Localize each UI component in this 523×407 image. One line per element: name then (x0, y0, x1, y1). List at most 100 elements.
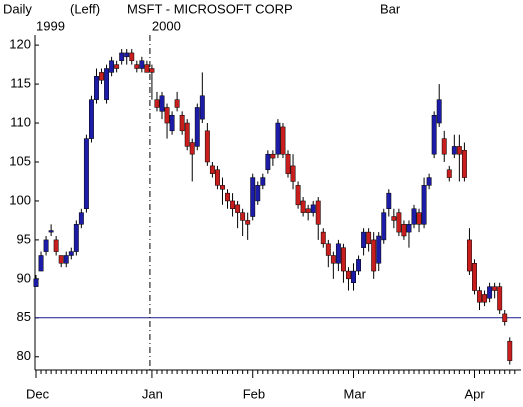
candle-body (340, 247, 346, 272)
candle-body (295, 185, 301, 206)
candle-body (199, 95, 205, 120)
candle-body (406, 224, 412, 233)
candle-body (477, 290, 482, 303)
candle-body (351, 270, 356, 283)
style-label: Bar (380, 1, 401, 16)
candle-body (421, 185, 427, 225)
candle-body (119, 52, 125, 61)
x-tick-label: Apr (464, 386, 485, 401)
candle-body (441, 138, 447, 155)
candle-body (386, 192, 392, 209)
y-tick-label: 90 (17, 270, 31, 285)
candle-body (235, 204, 241, 213)
candle-body (255, 185, 261, 202)
candle-body (88, 99, 94, 139)
y-tick-label: 105 (9, 153, 31, 168)
candle-body (225, 192, 230, 202)
year-label: 1999 (36, 18, 65, 33)
candle-body (63, 255, 69, 264)
candle-body (220, 185, 225, 190)
candle-body (300, 200, 306, 213)
x-tick-label: Jan (142, 386, 163, 401)
candle-body (315, 200, 321, 225)
candle-body (209, 165, 215, 174)
y-tick-label: 110 (10, 114, 31, 129)
candle-body (99, 72, 104, 81)
y-tick-label: 80 (17, 348, 31, 363)
candle-body (179, 114, 185, 132)
candle-body (48, 230, 54, 233)
candle-body (109, 60, 115, 73)
candle-body (381, 212, 387, 241)
candle-body (426, 177, 432, 186)
candle-body (436, 99, 442, 124)
candle-body (174, 99, 180, 108)
candle-body (265, 153, 271, 171)
candle-body (396, 212, 402, 233)
candle-body (376, 235, 382, 264)
candle-body (270, 153, 276, 159)
candle-body (507, 340, 513, 361)
candle-body (371, 239, 377, 272)
candle-body (487, 286, 493, 299)
x-tick-label: Mar (344, 386, 367, 401)
candle-body (214, 169, 220, 186)
candle-body (154, 99, 160, 108)
candle-body (401, 224, 407, 237)
candle-body (356, 259, 362, 272)
x-tick-label: Dec (26, 386, 50, 401)
x-tick-label: Feb (243, 386, 265, 401)
candle-body (104, 68, 110, 100)
candle-body (184, 122, 190, 147)
candle-body (139, 60, 145, 69)
candle-body (134, 64, 140, 69)
candle-body (83, 138, 89, 209)
candle-body (472, 263, 477, 291)
candle-body (43, 239, 49, 252)
candle-body (189, 142, 195, 155)
candle-body (416, 212, 422, 225)
candle-body (68, 251, 74, 256)
candle-body (305, 208, 311, 213)
candle-body (361, 231, 367, 248)
candle-body (320, 231, 326, 245)
y-tick-label: 100 (9, 192, 31, 207)
candle-body (330, 255, 336, 264)
candle-body (73, 224, 79, 252)
axis-side-label: (Leff) (70, 1, 100, 16)
candle-body (290, 165, 296, 182)
candle-body (240, 212, 246, 221)
period-label: Daily (3, 1, 32, 16)
candle-body (502, 313, 508, 322)
candle-body (346, 270, 351, 280)
candle-body (114, 64, 120, 69)
candle-body (94, 76, 99, 100)
y-tick-label: 95 (17, 231, 31, 246)
candle-body (204, 130, 210, 163)
candle-body (159, 95, 165, 112)
candle-body (461, 150, 467, 178)
candle-body (260, 177, 266, 186)
candle-body (124, 52, 130, 58)
candle-body (325, 243, 331, 256)
candle-body (230, 200, 236, 209)
candle-body (431, 114, 437, 155)
candle-body (391, 216, 397, 221)
candle-body (451, 146, 457, 155)
candle-body (366, 231, 372, 245)
candle-body (482, 294, 488, 303)
candle-body (194, 107, 200, 147)
candle-body (446, 169, 452, 178)
candle-body (280, 126, 286, 155)
candle-body (78, 212, 84, 225)
year-label: 2000 (152, 18, 181, 33)
candle-body (129, 52, 135, 61)
candle-body (169, 114, 175, 132)
candle-body (245, 220, 251, 225)
candle-body (164, 107, 170, 124)
candle-body (285, 153, 291, 174)
candle-body (53, 239, 59, 252)
candle-body (497, 286, 503, 311)
